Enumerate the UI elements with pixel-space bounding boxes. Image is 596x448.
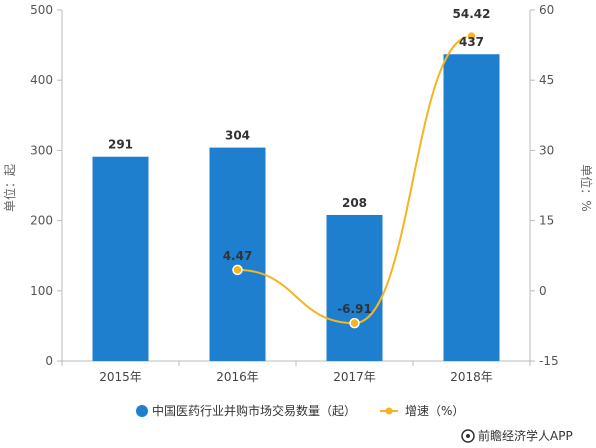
- y-tick-label-right: 30: [539, 143, 554, 157]
- legend-bar-label: 中国医药行业并购市场交易数量（起）: [152, 403, 356, 418]
- y-tick-label-right: 0: [539, 284, 547, 298]
- prospect-logo-icon-dot: [466, 434, 470, 438]
- bar-value-label: 304: [225, 129, 250, 143]
- x-tick-label: 2016年: [216, 370, 259, 384]
- y-tick-label-left: 300: [30, 143, 53, 157]
- source: 前瞻经济学人APP: [461, 428, 573, 443]
- legend-line-label: 增速（%）: [405, 404, 464, 418]
- growth-point: [349, 317, 360, 329]
- y-tick-label-left: 500: [30, 3, 53, 17]
- x-tick-label: 2017年: [333, 370, 376, 384]
- growth-point: [232, 264, 243, 276]
- y-tick-label-right: -15: [539, 354, 559, 368]
- y-tick-label-right: 45: [539, 73, 554, 87]
- growth-line-path: [237, 35, 472, 325]
- growth-point: [466, 30, 477, 42]
- x-tick-label: 2018年: [450, 370, 493, 384]
- line-value-label: 4.47: [223, 249, 253, 263]
- y-tick-label-left: 0: [45, 354, 53, 368]
- legend: 中国医药行业并购市场交易数量（起） 增速（%）: [136, 403, 464, 418]
- source-text: 前瞻经济学人APP: [478, 428, 573, 443]
- bar-value-label: 208: [342, 196, 367, 210]
- axes: 0 100 200 300 400 500 -15 0 15 30 45 60 2015年 2016年 20…: [30, 3, 559, 384]
- y-axis-title-left: 单位：起: [2, 164, 17, 212]
- y-tick-label-left: 400: [30, 73, 53, 87]
- bar: [443, 54, 500, 361]
- x-tick-label: 2015年: [99, 370, 142, 384]
- y-tick-label-left: 200: [30, 214, 53, 228]
- line-value-label: -6.91: [337, 302, 372, 316]
- legend-bar-swatch: [136, 405, 148, 417]
- data-labels: 291 304 208 437 4.47 -6.91 54.42: [108, 7, 491, 316]
- y-tick-label-left: 100: [30, 284, 53, 298]
- bar-value-label: 437: [459, 35, 484, 49]
- y-tick-label-right: 60: [539, 3, 554, 17]
- bar-value-label: 291: [108, 138, 133, 152]
- y-tick-label-right: 15: [539, 214, 554, 228]
- bar: [209, 147, 266, 361]
- bar: [92, 156, 149, 361]
- prospect-logo-icon: [461, 429, 475, 443]
- line-value-label: 54.42: [453, 7, 491, 21]
- growth-line: [232, 30, 477, 329]
- y-axis-title-right: 单位：%: [579, 164, 594, 211]
- bar: [326, 214, 383, 361]
- bars: [92, 54, 500, 361]
- legend-line-swatch-dot: [385, 407, 393, 415]
